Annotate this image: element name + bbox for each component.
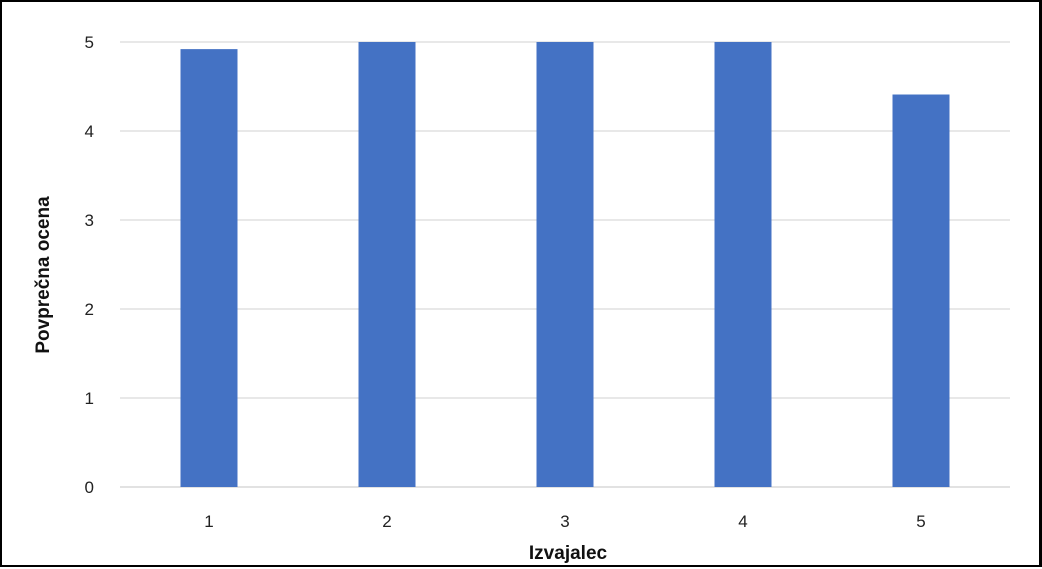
x-axis-ticks: 1 2 3 4 5: [204, 512, 925, 531]
x-tick-label: 1: [204, 512, 213, 531]
y-axis-ticks: 0 1 2 3 4 5: [85, 33, 94, 497]
y-tick-label: 3: [85, 211, 94, 230]
x-axis-title: Izvajalec: [529, 543, 608, 564]
y-tick-label: 0: [85, 478, 94, 497]
y-axis-title: Povprečna ocena: [33, 196, 54, 354]
bar-5: [892, 94, 950, 487]
x-tick-label: 2: [382, 512, 391, 531]
x-tick-label: 5: [916, 512, 925, 531]
bar-1: [180, 49, 238, 488]
x-tick-label: 4: [738, 512, 747, 531]
bar-4: [714, 42, 772, 487]
y-tick-label: 5: [85, 33, 94, 52]
bar-2: [358, 42, 416, 487]
y-tick-label: 4: [85, 122, 94, 141]
bar-3: [536, 42, 594, 487]
y-tick-label: 1: [85, 389, 94, 408]
y-tick-label: 2: [85, 300, 94, 319]
x-tick-label: 3: [560, 512, 569, 531]
bars: [180, 42, 950, 488]
